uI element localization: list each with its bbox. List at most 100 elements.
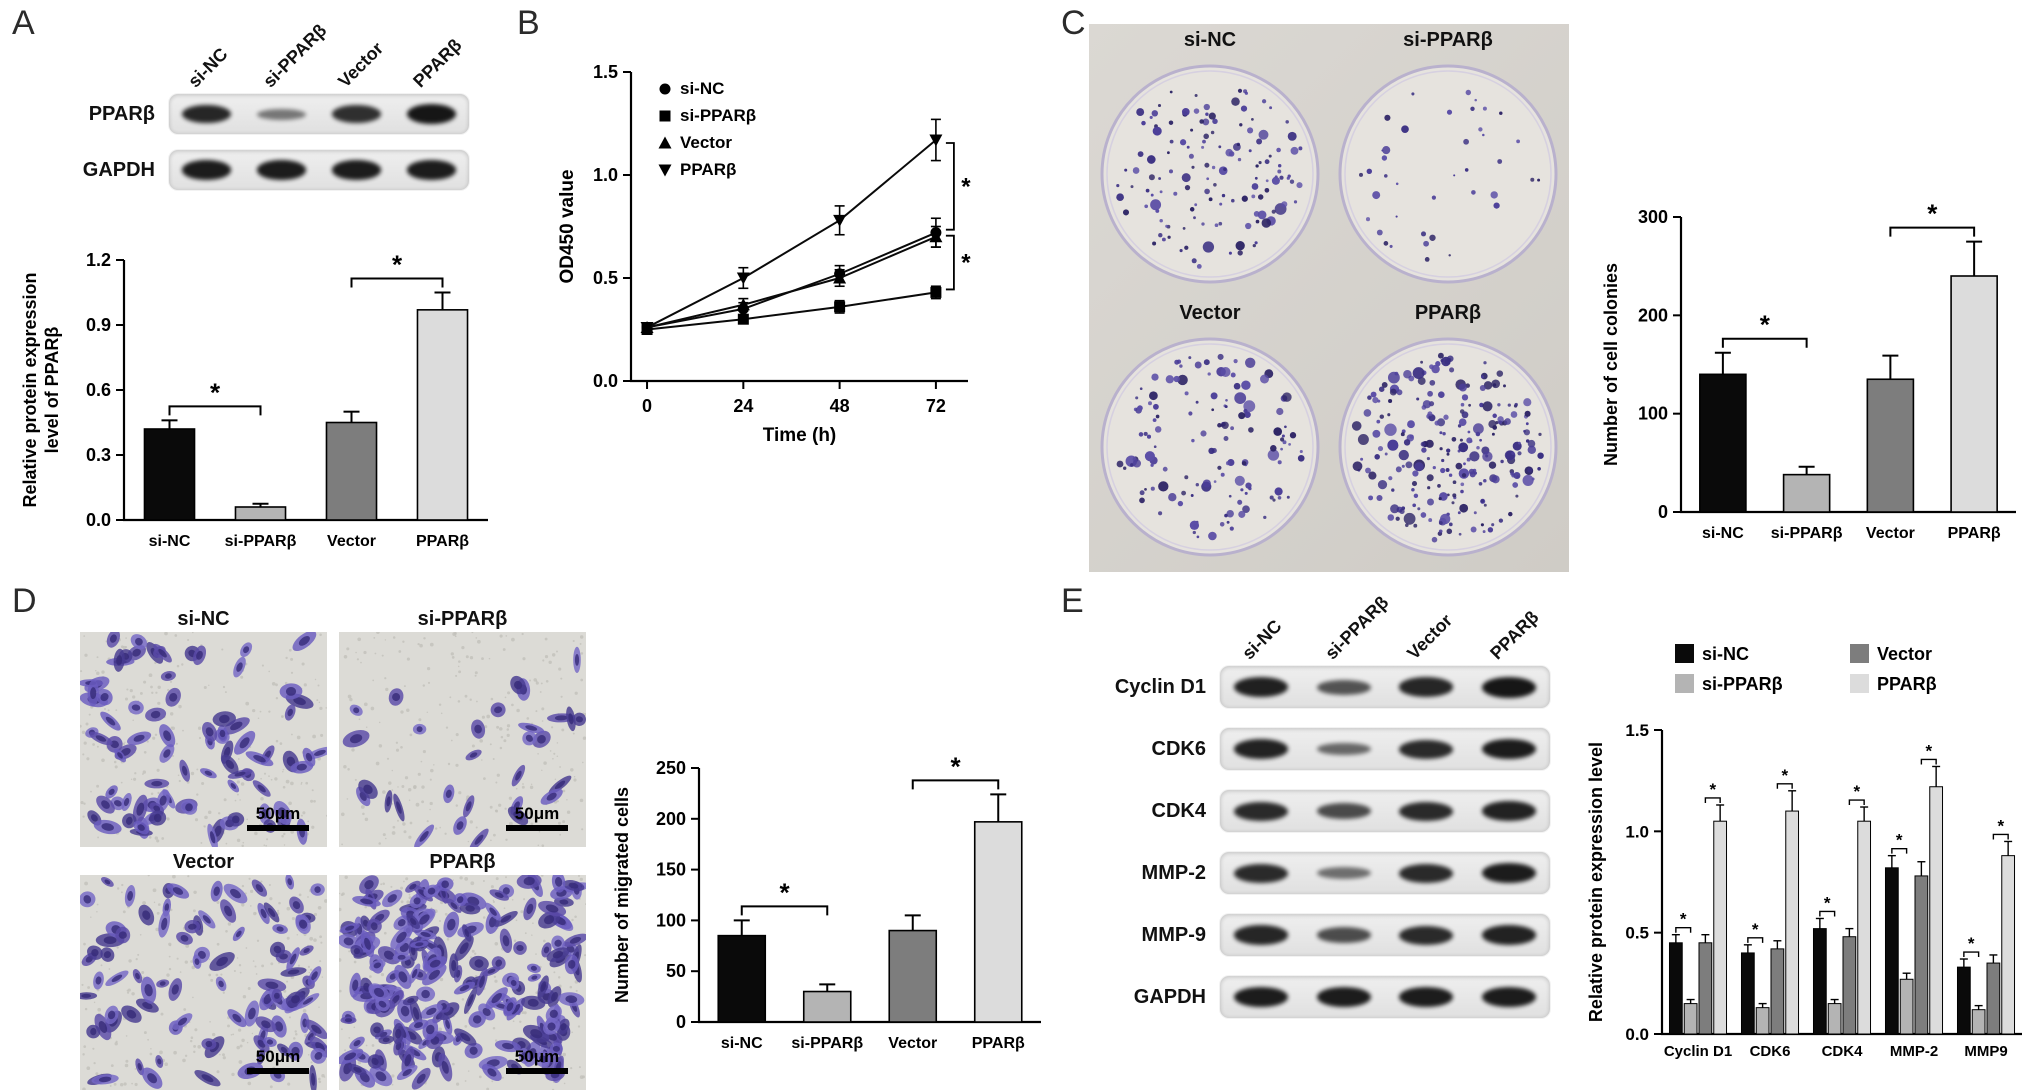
- colony: [1276, 147, 1281, 153]
- pore: [490, 885, 494, 889]
- y-axis-title: OD450 value: [557, 169, 578, 283]
- protein-band: [256, 160, 307, 180]
- point-ppar: [736, 272, 750, 285]
- pore: [382, 833, 386, 837]
- colony: [1525, 422, 1529, 426]
- pore: [142, 901, 146, 905]
- sig-star: *: [1760, 310, 1771, 340]
- colony: [1403, 369, 1412, 379]
- bar-ppar: [416, 309, 469, 521]
- pore: [256, 1050, 259, 1054]
- migrated-cell: [198, 910, 216, 929]
- colony: [1217, 423, 1222, 428]
- colony: [1537, 178, 1541, 182]
- migrated-cell: [130, 634, 148, 650]
- sig-bracket: [1992, 833, 2009, 840]
- migrated-cell: [463, 986, 478, 1014]
- pore: [222, 1053, 225, 1057]
- pore: [370, 706, 375, 711]
- pore: [357, 637, 362, 642]
- x-category-label: CDK6: [1750, 1043, 1791, 1060]
- lane-label-si-ppar: si-PPARβ: [258, 20, 330, 92]
- pore: [193, 890, 197, 895]
- colony: [1271, 176, 1280, 185]
- point-ppar: [833, 214, 847, 227]
- pore: [319, 960, 322, 963]
- pore: [349, 697, 353, 702]
- colony: [1389, 388, 1397, 396]
- colony: [1255, 164, 1259, 168]
- colony: [1482, 106, 1487, 111]
- pore: [302, 811, 306, 815]
- pore: [133, 777, 137, 781]
- colony: [1407, 420, 1415, 429]
- pore: [452, 879, 455, 881]
- migrated-cell: [384, 790, 393, 813]
- migrated-cell: [370, 1022, 384, 1038]
- pore: [236, 1045, 240, 1050]
- pore: [439, 977, 444, 982]
- x-category-label: PPARβ: [972, 1035, 1025, 1052]
- colony: [1155, 208, 1160, 213]
- pore: [530, 822, 534, 826]
- pore: [339, 892, 341, 895]
- colony: [1432, 465, 1436, 470]
- pore: [535, 953, 537, 955]
- pore: [429, 642, 434, 647]
- y-tick-label: 0.3: [86, 445, 111, 465]
- dish-cell-si-ppar: si-PPARβ: [1329, 26, 1567, 297]
- colony: [1429, 379, 1436, 386]
- blot-strip: [169, 94, 469, 134]
- migrated-cell: [411, 1067, 431, 1090]
- colony: [1426, 457, 1430, 461]
- colony: [1167, 235, 1171, 239]
- pore: [490, 697, 494, 701]
- migrated-cell: [349, 704, 363, 716]
- migrated-cell: [158, 910, 171, 938]
- colony: [1237, 157, 1242, 162]
- pore: [531, 934, 533, 936]
- colony: [1504, 418, 1511, 425]
- pore: [155, 927, 160, 932]
- x-category-label: PPARβ: [416, 533, 469, 550]
- colony: [1210, 392, 1218, 400]
- colony: [1272, 498, 1276, 502]
- colony: [1387, 514, 1395, 521]
- colony: [1458, 418, 1467, 427]
- pore: [83, 942, 86, 946]
- pore: [522, 657, 526, 661]
- migrated-cell: [454, 935, 474, 961]
- pore: [539, 691, 542, 693]
- colony: [1161, 237, 1166, 242]
- migrated-cell: [564, 954, 579, 975]
- colony: [1367, 395, 1372, 400]
- pore: [260, 880, 263, 883]
- colony: [1218, 145, 1222, 149]
- pore: [509, 821, 513, 826]
- migrated-cell: [256, 1048, 266, 1065]
- migration-cell-vector: Vector 50μm: [80, 849, 327, 1090]
- pore: [150, 792, 154, 795]
- migrated-cell: [563, 933, 586, 947]
- y-tick-label: 50: [666, 961, 686, 981]
- pore: [562, 789, 566, 793]
- pore: [407, 788, 412, 792]
- migrated-cell: [310, 883, 325, 896]
- pore: [247, 987, 251, 990]
- colony: [1202, 241, 1215, 253]
- colony: [1467, 430, 1471, 434]
- sig-star: *: [779, 877, 790, 907]
- bar-ppar-cdk4: [1857, 820, 1872, 1035]
- colony: [1223, 167, 1227, 172]
- colony: [1202, 479, 1211, 488]
- pore: [418, 718, 422, 722]
- colony: [1488, 461, 1497, 469]
- pore: [220, 973, 223, 976]
- pore: [134, 1082, 138, 1087]
- pore: [223, 798, 227, 802]
- legend-label: Vector: [1877, 644, 1932, 664]
- pore: [164, 1062, 169, 1067]
- colony: [1473, 423, 1484, 435]
- colony: [1199, 119, 1205, 124]
